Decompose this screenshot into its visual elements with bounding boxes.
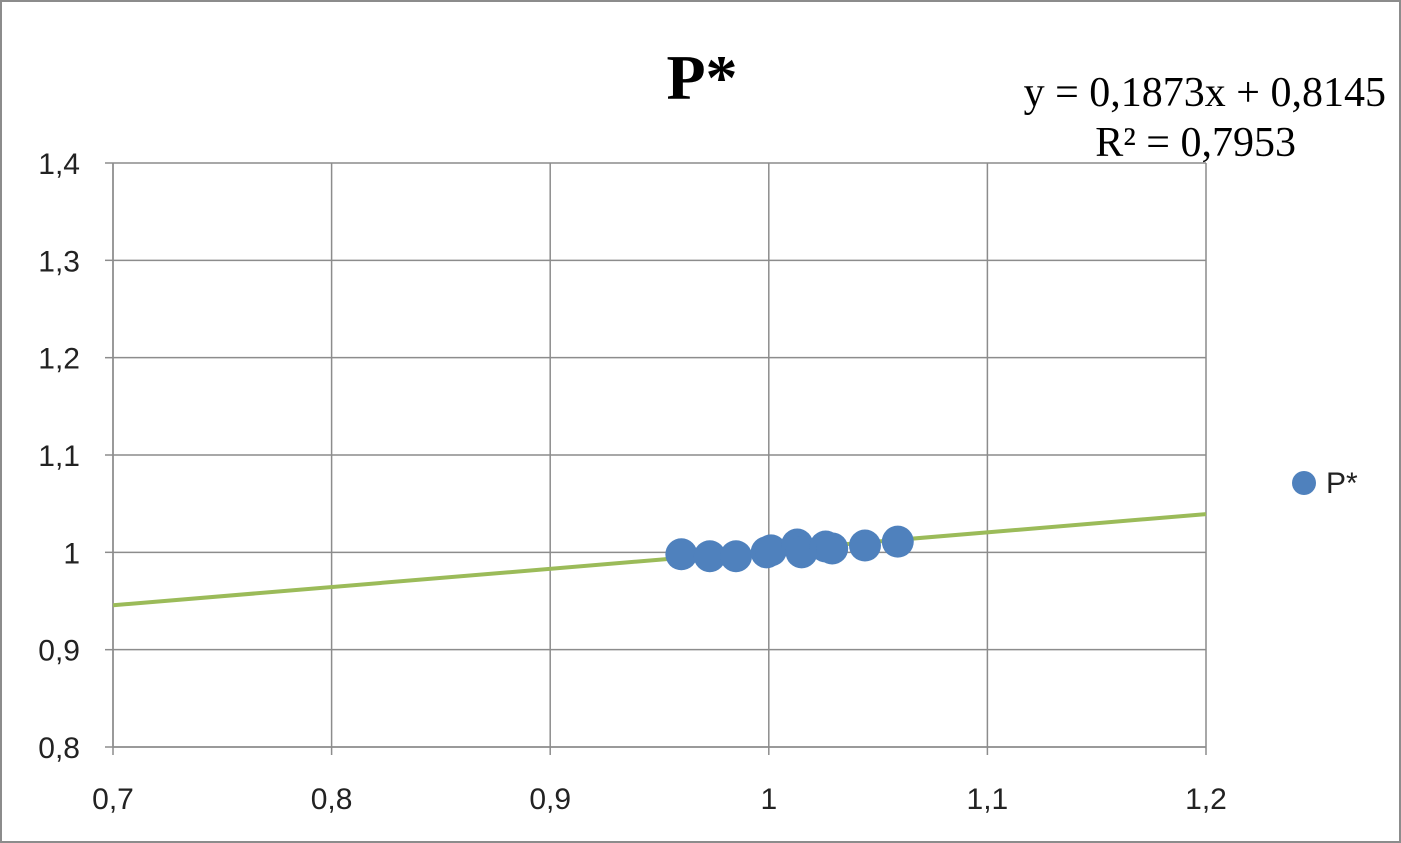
chart-title: P* <box>666 42 737 113</box>
legend: P* <box>1292 467 1358 500</box>
legend-marker <box>1292 471 1316 495</box>
y-tick-label: 1,4 <box>38 148 80 181</box>
data-point <box>785 536 818 569</box>
x-tick-label: 0,8 <box>311 783 353 816</box>
legend-label: P* <box>1326 467 1358 500</box>
y-tick-label: 1 <box>63 537 80 570</box>
y-tick-label: 0,8 <box>38 732 80 765</box>
x-tick-label: 1,2 <box>1185 783 1227 816</box>
y-tick-label: 0,9 <box>38 635 80 668</box>
axes: 0,7 0,8 0,9 1 1,1 1,2 0,8 0,9 1 1,1 1,2 1,3 1,4 <box>38 148 1227 816</box>
trendline-r-squared: R² = 0,7953 <box>1095 120 1296 166</box>
data-point <box>754 534 787 567</box>
trendline <box>112 512 1207 608</box>
x-tick-label: 1 <box>760 783 777 816</box>
x-tick-label: 0,9 <box>529 783 571 816</box>
x-tick-label: 1,1 <box>967 783 1009 816</box>
y-tick-label: 1,1 <box>38 440 80 473</box>
data-point <box>881 525 914 558</box>
data-point <box>720 540 753 573</box>
gridlines <box>112 162 1207 748</box>
data-points <box>665 525 914 573</box>
trendline-layer <box>112 512 1207 608</box>
y-tick-label: 1,2 <box>38 343 80 376</box>
x-tick-label: 0,7 <box>92 783 134 816</box>
y-tick-label: 1,3 <box>38 245 80 278</box>
data-point <box>816 532 849 565</box>
data-point <box>848 529 881 562</box>
data-point <box>665 538 698 571</box>
trendline-equation: y = 0,1873x + 0,8145 <box>1024 70 1386 116</box>
data-point <box>693 540 726 573</box>
